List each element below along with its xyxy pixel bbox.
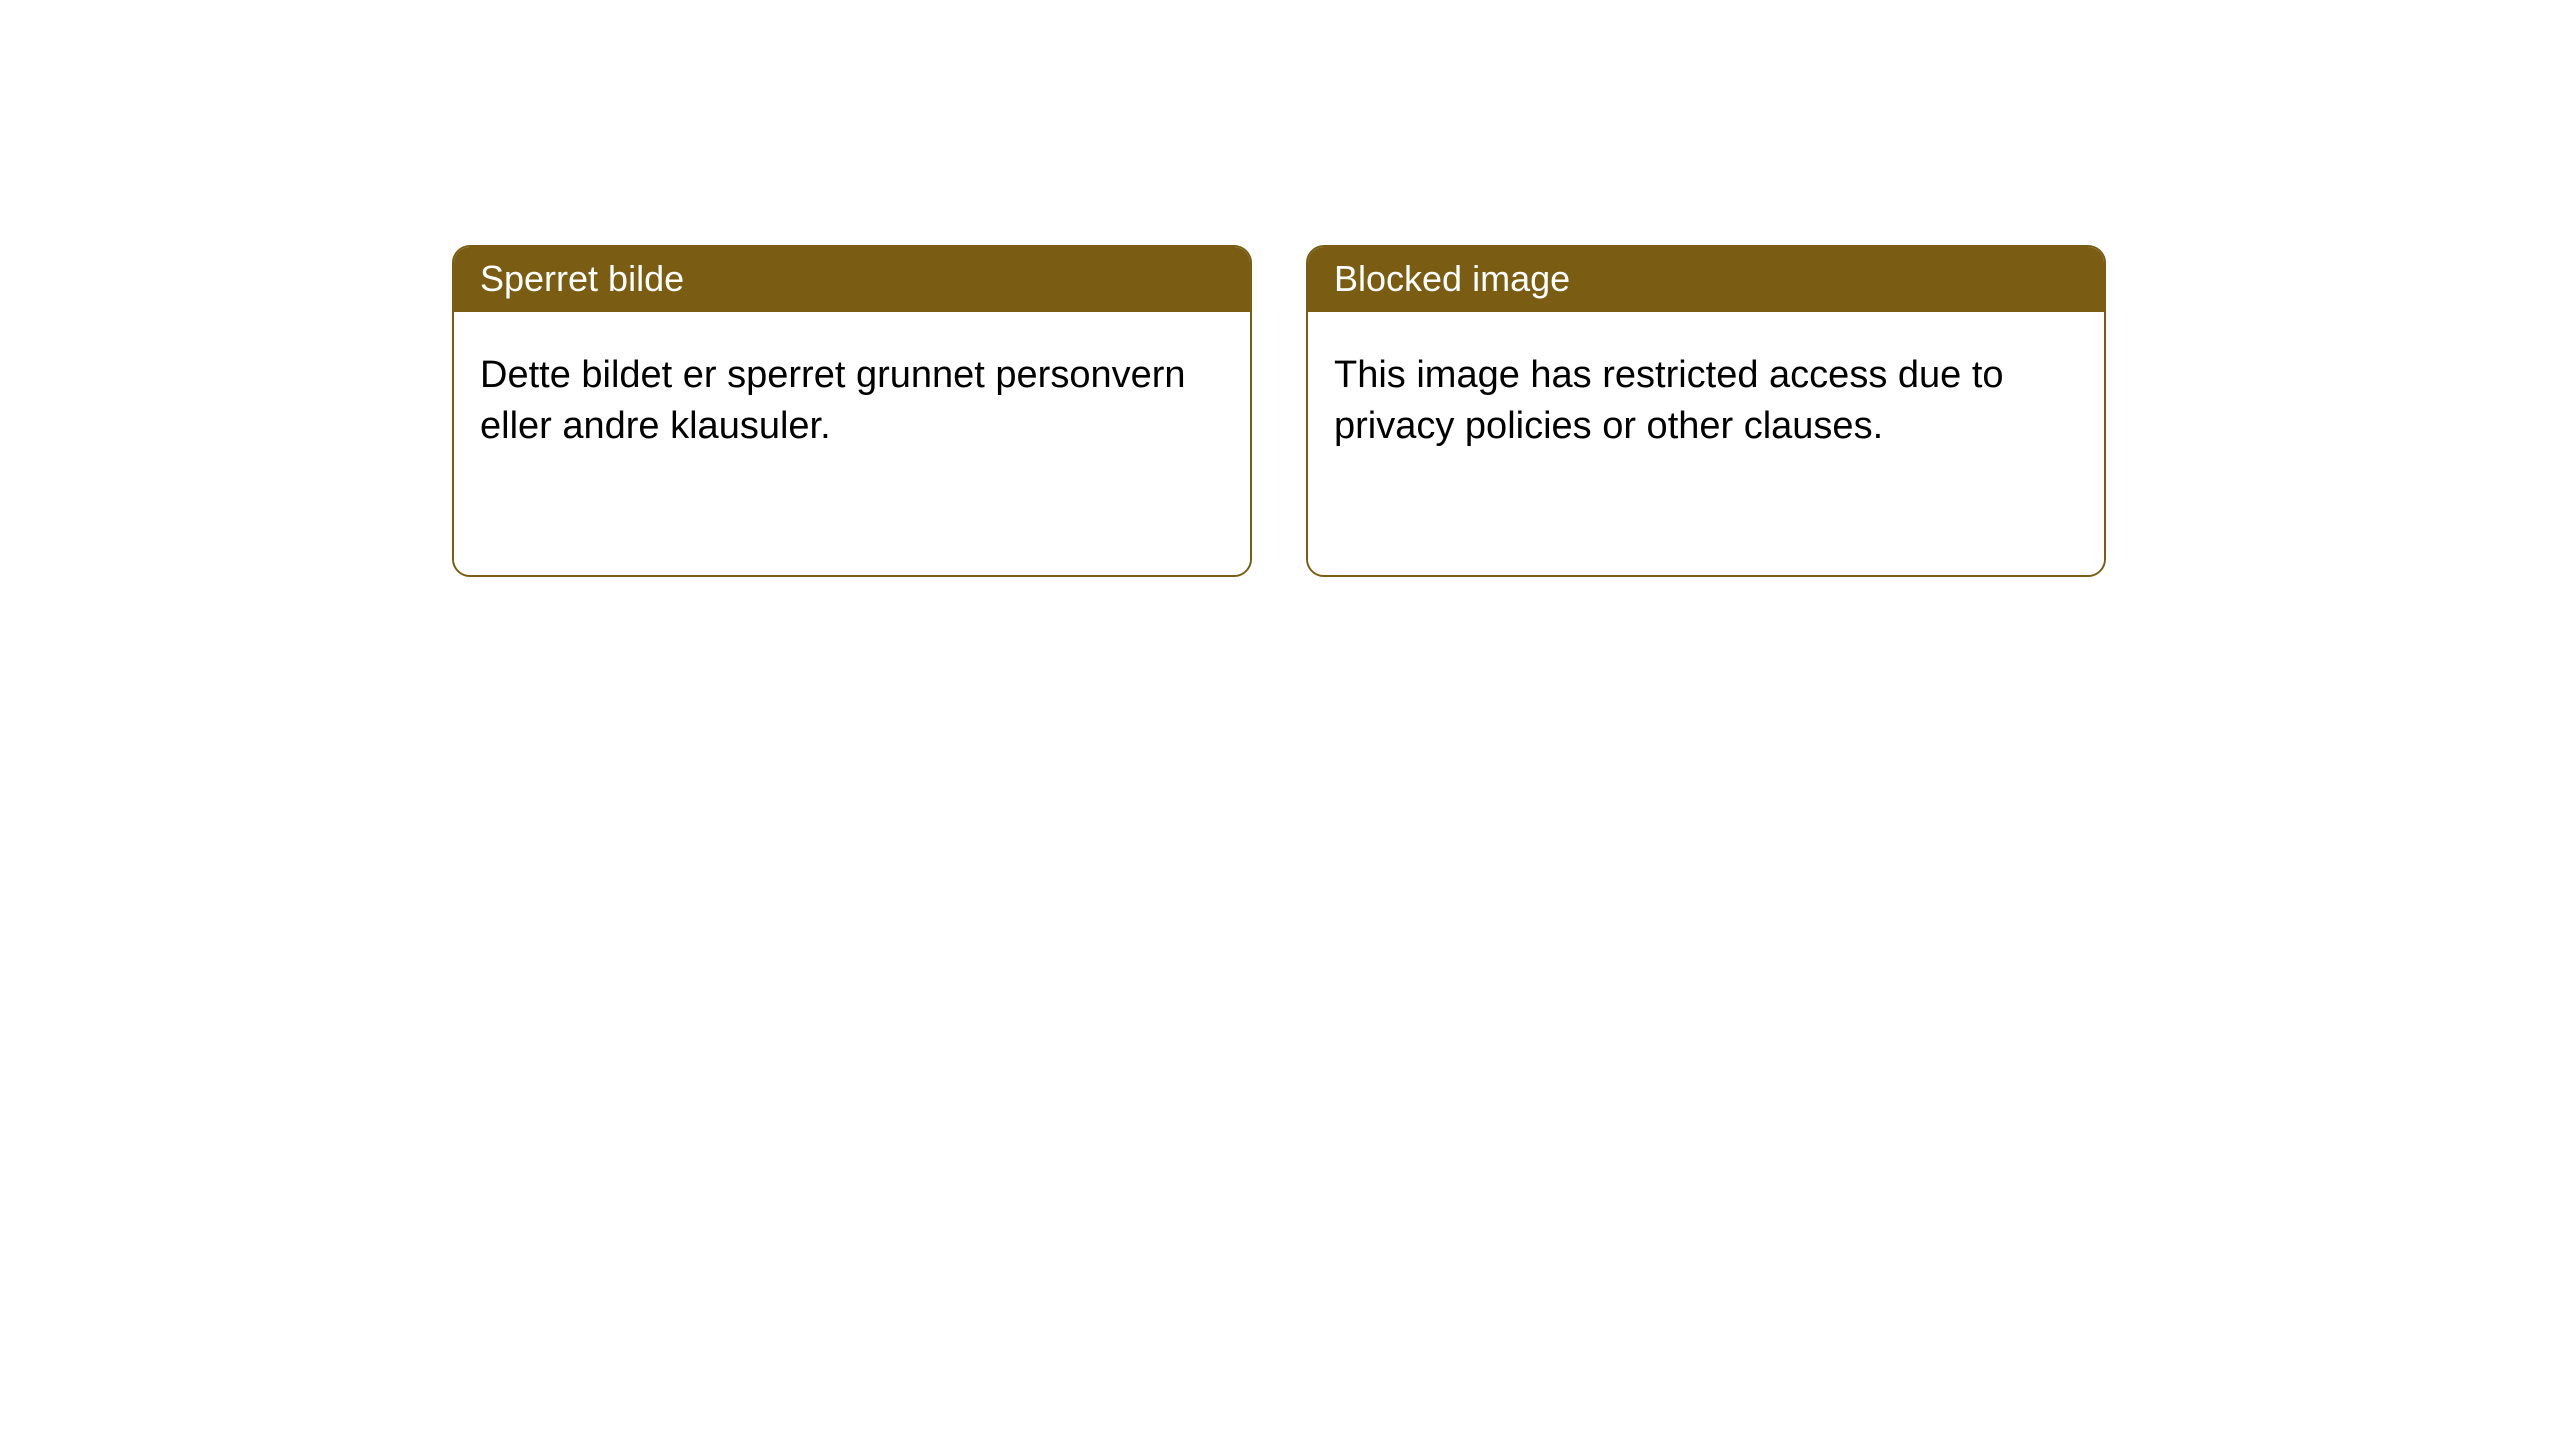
notice-card-norwegian: Sperret bilde Dette bildet er sperret gr… [452, 245, 1252, 577]
notice-card-english: Blocked image This image has restricted … [1306, 245, 2106, 577]
notice-title-norwegian: Sperret bilde [454, 247, 1250, 312]
notice-body-norwegian: Dette bildet er sperret grunnet personve… [454, 312, 1250, 575]
notice-body-english: This image has restricted access due to … [1308, 312, 2104, 575]
notice-container: Sperret bilde Dette bildet er sperret gr… [0, 0, 2560, 577]
notice-title-english: Blocked image [1308, 247, 2104, 312]
